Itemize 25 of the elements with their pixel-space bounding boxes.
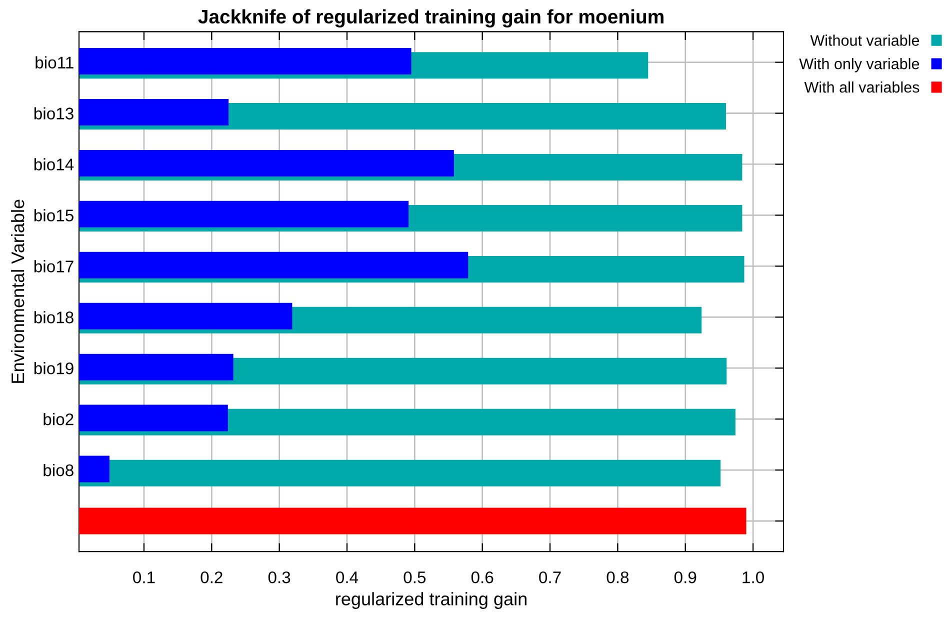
x-tick-label: 0.7 bbox=[539, 571, 561, 584]
x-axis-title: regularized training gain bbox=[336, 592, 526, 609]
x-tick-label: 0.9 bbox=[674, 571, 696, 584]
y-tick-label: bio8 bbox=[44, 464, 74, 476]
x-tick-label: 0.8 bbox=[606, 571, 629, 584]
x-tick-label: 0.6 bbox=[471, 571, 494, 584]
y-tick-label: bio13 bbox=[34, 107, 74, 120]
y-tick-label: bio17 bbox=[34, 260, 74, 272]
x-tick-label: 0.5 bbox=[404, 571, 426, 584]
y-tick-label: bio15 bbox=[34, 209, 74, 222]
y-tick-label: bio2 bbox=[44, 413, 74, 426]
y-tick-label: bio18 bbox=[34, 311, 74, 324]
legend-label: With all variables bbox=[804, 81, 920, 93]
x-tick-label: 0.2 bbox=[200, 571, 222, 584]
legend-label: With only variable bbox=[799, 58, 920, 72]
y-axis-title: Environmental Variable bbox=[10, 200, 24, 383]
y-tick-label: bio11 bbox=[36, 56, 74, 68]
y-tick-label: bio14 bbox=[34, 158, 74, 170]
x-tick-label: 0.4 bbox=[336, 571, 358, 584]
x-tick-label: 0.3 bbox=[268, 571, 290, 584]
y-tick-label: bio19 bbox=[34, 362, 74, 374]
x-tick-label: 1.0 bbox=[742, 571, 764, 584]
x-tick-label: 0.1 bbox=[133, 571, 155, 584]
chart-title: Jackknife of regularized training gain for moenium bbox=[198, 9, 664, 28]
legend-label: Without variable bbox=[810, 34, 920, 46]
